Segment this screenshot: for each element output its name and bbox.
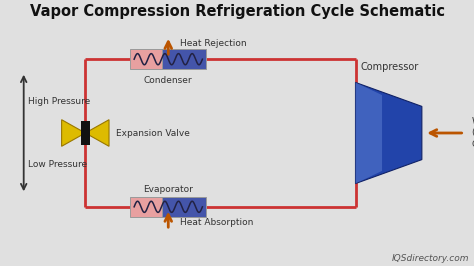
Bar xyxy=(162,49,206,69)
Polygon shape xyxy=(356,82,382,184)
Text: Low Pressure: Low Pressure xyxy=(28,160,88,169)
Text: Condenser: Condenser xyxy=(144,76,192,85)
Polygon shape xyxy=(62,120,85,146)
Bar xyxy=(130,197,162,217)
Text: Vapor Compression Refrigeration Cycle Schematic: Vapor Compression Refrigeration Cycle Sc… xyxy=(29,4,445,19)
Text: High Pressure: High Pressure xyxy=(28,97,91,106)
Bar xyxy=(162,197,206,217)
Text: Expansion Valve: Expansion Valve xyxy=(116,128,190,138)
Text: Heat Absorption: Heat Absorption xyxy=(180,218,254,227)
Bar xyxy=(81,121,90,145)
Text: Compressor: Compressor xyxy=(360,62,419,72)
Bar xyxy=(130,49,162,69)
Text: W
(Power
Consumption): W (Power Consumption) xyxy=(472,117,474,149)
Text: Evaporator: Evaporator xyxy=(143,185,193,194)
Polygon shape xyxy=(85,120,109,146)
Text: Heat Rejection: Heat Rejection xyxy=(180,39,247,48)
Text: IQSdirectory.com: IQSdirectory.com xyxy=(392,254,469,263)
Polygon shape xyxy=(356,82,422,184)
